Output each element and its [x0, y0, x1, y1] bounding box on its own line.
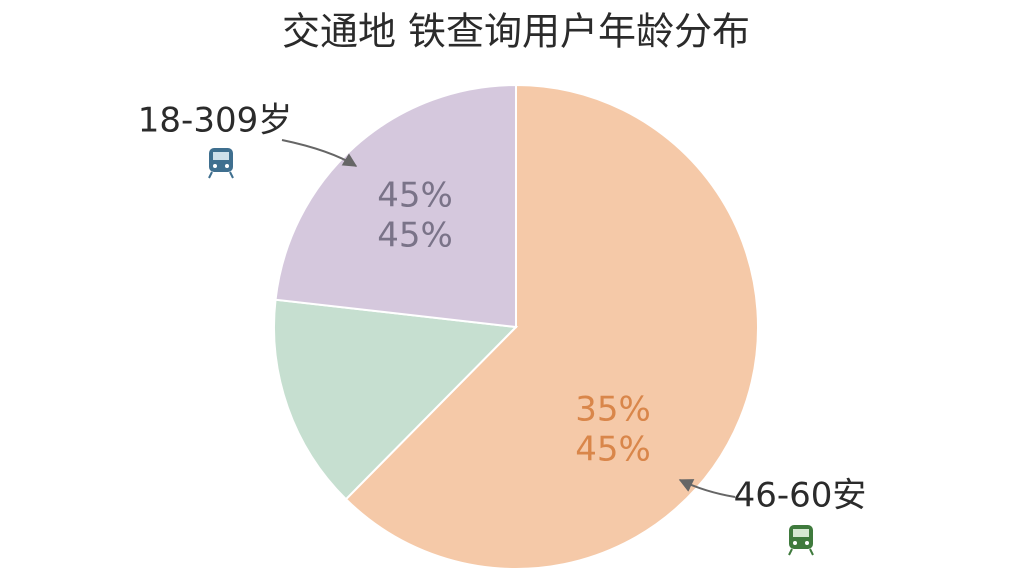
category-label: 18-309岁 [138, 101, 292, 141]
callout-arrow [678, 479, 736, 498]
category-label: 46-60安 [734, 476, 867, 516]
pie-slice [344, 83, 759, 570]
train-icon [788, 525, 814, 556]
slice-label: 35% [575, 390, 651, 430]
pie-slice [273, 298, 519, 501]
slice-label: 45% [575, 430, 651, 470]
slice-label: 45% [377, 216, 453, 256]
slice-label: 45% [377, 176, 453, 216]
pie-slice [274, 83, 517, 329]
callout-arrow [281, 139, 358, 167]
train-icon [208, 148, 234, 179]
chart-title: 交通地 铁查询用户年龄分布 [282, 10, 750, 54]
pie [273, 83, 759, 570]
